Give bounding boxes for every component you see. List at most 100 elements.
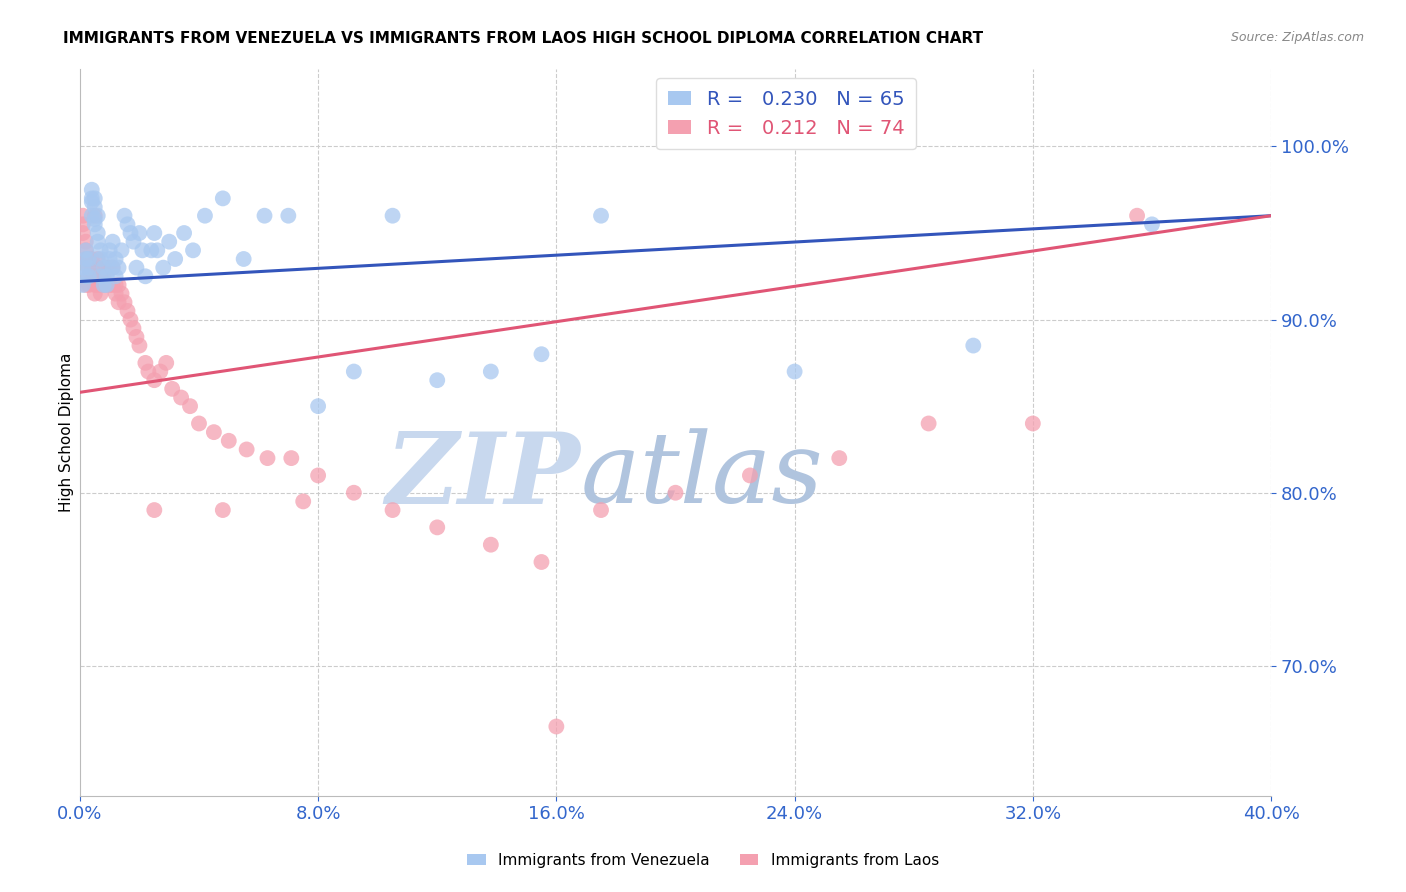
Point bbox=[117, 218, 139, 232]
Point bbox=[962, 338, 984, 352]
Point bbox=[194, 209, 217, 223]
Point bbox=[1126, 209, 1149, 223]
Point bbox=[381, 503, 404, 517]
Point bbox=[83, 218, 105, 232]
Point bbox=[235, 442, 257, 457]
Point bbox=[87, 226, 110, 240]
Point bbox=[1140, 218, 1163, 232]
Point bbox=[125, 330, 148, 344]
Point bbox=[253, 209, 276, 223]
Legend: Immigrants from Venezuela, Immigrants from Laos: Immigrants from Venezuela, Immigrants fr… bbox=[461, 847, 945, 873]
Point bbox=[80, 209, 103, 223]
Point bbox=[72, 226, 94, 240]
Point bbox=[256, 451, 278, 466]
Point bbox=[165, 252, 187, 266]
Point bbox=[96, 277, 118, 292]
Point bbox=[211, 191, 233, 205]
Point bbox=[83, 277, 105, 292]
Point bbox=[146, 244, 169, 258]
Point bbox=[114, 295, 136, 310]
Point bbox=[101, 260, 124, 275]
Point bbox=[917, 417, 939, 431]
Point bbox=[90, 244, 112, 258]
Point bbox=[101, 260, 124, 275]
Point bbox=[828, 451, 851, 466]
Text: IMMIGRANTS FROM VENEZUELA VS IMMIGRANTS FROM LAOS HIGH SCHOOL DIPLOMA CORRELATIO: IMMIGRANTS FROM VENEZUELA VS IMMIGRANTS … bbox=[63, 31, 983, 46]
Point bbox=[98, 277, 121, 292]
Point bbox=[479, 365, 502, 379]
Point bbox=[90, 252, 112, 266]
Point bbox=[83, 269, 105, 284]
Point bbox=[120, 312, 142, 326]
Point bbox=[107, 260, 129, 275]
Point bbox=[277, 209, 299, 223]
Point bbox=[292, 494, 315, 508]
Point bbox=[783, 365, 806, 379]
Point bbox=[83, 200, 105, 214]
Point bbox=[72, 277, 94, 292]
Y-axis label: High School Diploma: High School Diploma bbox=[59, 352, 75, 512]
Point bbox=[122, 321, 145, 335]
Point bbox=[83, 209, 105, 223]
Point bbox=[77, 277, 100, 292]
Point bbox=[72, 218, 94, 232]
Point bbox=[160, 382, 183, 396]
Point bbox=[98, 260, 121, 275]
Point bbox=[90, 269, 112, 284]
Point bbox=[87, 277, 110, 292]
Point bbox=[87, 260, 110, 275]
Point bbox=[218, 434, 240, 448]
Point bbox=[179, 399, 201, 413]
Point bbox=[80, 260, 103, 275]
Point bbox=[131, 244, 153, 258]
Point bbox=[110, 286, 132, 301]
Point bbox=[83, 212, 105, 227]
Point bbox=[134, 356, 156, 370]
Point bbox=[170, 391, 193, 405]
Point bbox=[80, 252, 103, 266]
Point bbox=[546, 719, 568, 733]
Point bbox=[530, 347, 553, 361]
Point bbox=[77, 269, 100, 284]
Point bbox=[114, 209, 136, 223]
Point bbox=[83, 286, 105, 301]
Point bbox=[80, 269, 103, 284]
Point bbox=[530, 555, 553, 569]
Point bbox=[96, 260, 118, 275]
Point bbox=[104, 277, 127, 292]
Point bbox=[128, 226, 150, 240]
Point bbox=[90, 277, 112, 292]
Point bbox=[343, 485, 366, 500]
Point bbox=[83, 191, 105, 205]
Point bbox=[157, 235, 180, 249]
Point bbox=[143, 226, 166, 240]
Point bbox=[93, 277, 115, 292]
Point bbox=[80, 183, 103, 197]
Point bbox=[80, 191, 103, 205]
Point bbox=[72, 209, 94, 223]
Point bbox=[75, 269, 97, 284]
Point bbox=[98, 252, 121, 266]
Point bbox=[664, 485, 686, 500]
Point bbox=[98, 244, 121, 258]
Point bbox=[307, 468, 329, 483]
Point bbox=[110, 244, 132, 258]
Point bbox=[75, 244, 97, 258]
Point bbox=[101, 235, 124, 249]
Point bbox=[75, 252, 97, 266]
Point bbox=[152, 260, 174, 275]
Point bbox=[77, 260, 100, 275]
Point bbox=[77, 252, 100, 266]
Point bbox=[77, 269, 100, 284]
Point bbox=[93, 260, 115, 275]
Point bbox=[104, 252, 127, 266]
Point bbox=[280, 451, 302, 466]
Point bbox=[77, 260, 100, 275]
Point bbox=[107, 277, 129, 292]
Point bbox=[75, 244, 97, 258]
Point bbox=[202, 425, 225, 439]
Point bbox=[117, 304, 139, 318]
Point bbox=[77, 252, 100, 266]
Legend: R =   0.230   N = 65, R =   0.212   N = 74: R = 0.230 N = 65, R = 0.212 N = 74 bbox=[657, 78, 915, 149]
Point bbox=[128, 338, 150, 352]
